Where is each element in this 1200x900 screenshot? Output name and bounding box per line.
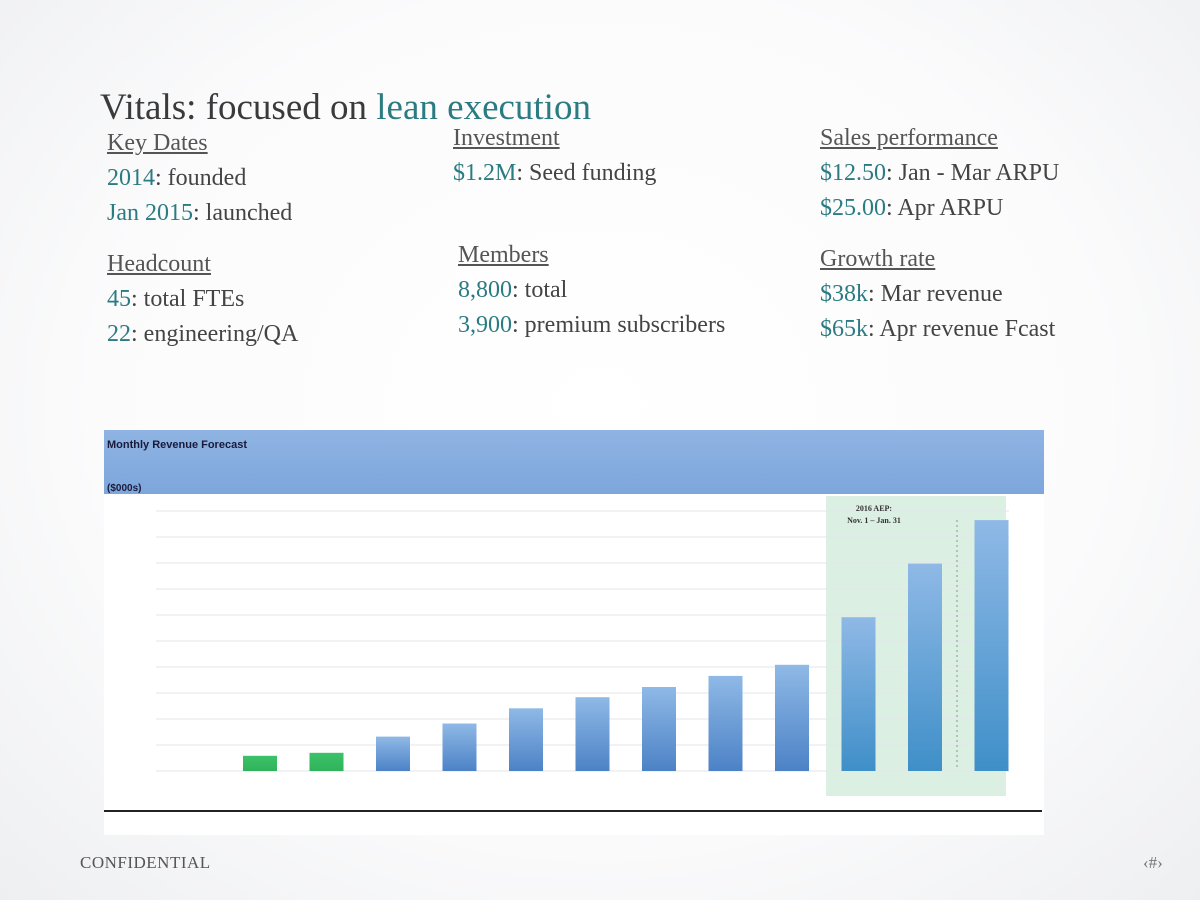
stat-line: Jan 2015: launched <box>107 196 292 231</box>
stat-label: : engineering/QA <box>131 321 299 347</box>
stat-value: 3,900 <box>458 312 512 338</box>
confidential-footer: CONFIDENTIAL <box>80 853 211 872</box>
growth-rate-heading: Growth rate <box>820 246 936 272</box>
sales-performance-heading: Sales performance <box>820 125 998 151</box>
stat-value: 2014 <box>107 165 155 191</box>
stat-label: : Apr ARPU <box>886 195 1004 221</box>
bar-10 <box>841 617 876 771</box>
stat-label: : Apr revenue Fcast <box>868 316 1056 342</box>
bar-12 <box>974 520 1009 771</box>
sales-performance-block: Sales performance $12.50: Jan - Mar ARPU… <box>820 121 1059 226</box>
bar-5 <box>509 708 543 771</box>
key-dates-heading: Key Dates <box>107 130 208 156</box>
stat-value: $1.2M <box>453 160 517 186</box>
stat-line: 22: engineering/QA <box>107 317 298 352</box>
chart-canvas: Monthly Revenue Forecast ($000s) 2016 AE… <box>104 430 1044 812</box>
headcount-block: Headcount 45: total FTEs 22: engineering… <box>107 247 298 352</box>
stat-label: : founded <box>155 165 247 191</box>
stat-label: : total <box>512 277 568 303</box>
members-heading: Members <box>458 242 549 268</box>
bar-7 <box>642 687 676 771</box>
page-number: ‹#› <box>1143 853 1163 872</box>
stat-line: $1.2M: Seed funding <box>453 156 656 191</box>
stat-label: : Mar revenue <box>868 281 1003 307</box>
title-plain: Vitals: focused on <box>100 87 377 128</box>
stat-value: 22 <box>107 321 131 347</box>
bar-4 <box>442 723 477 771</box>
stat-line: 45: total FTEs <box>107 282 298 317</box>
chart-subtitle: ($000s) <box>107 483 141 494</box>
stat-label: : premium subscribers <box>512 312 726 338</box>
stat-line: 3,900: premium subscribers <box>458 308 725 343</box>
members-block: Members 8,800: total 3,900: premium subs… <box>458 238 725 343</box>
investment-heading: Investment <box>453 125 560 151</box>
stat-value: 8,800 <box>458 277 512 303</box>
bars-group <box>243 520 1009 771</box>
stat-line: 2014: founded <box>107 161 292 196</box>
stat-line: $12.50: Jan - Mar ARPU <box>820 156 1059 191</box>
bar-11 <box>908 563 942 771</box>
stat-line: $38k: Mar revenue <box>820 277 1055 312</box>
chart-title: Monthly Revenue Forecast <box>107 439 247 451</box>
key-dates-block: Key Dates 2014: founded Jan 2015: launch… <box>107 126 292 231</box>
bar-1 <box>243 755 277 771</box>
stat-value: $25.00 <box>820 195 886 221</box>
annotation-line-1: 2016 AEP: <box>856 504 892 513</box>
bar-8 <box>708 675 743 771</box>
investment-block: Investment $1.2M: Seed funding <box>453 121 656 191</box>
stat-value: $65k <box>820 316 868 342</box>
bar-3 <box>376 736 410 771</box>
stat-value: $12.50 <box>820 160 886 186</box>
stat-label: : Seed funding <box>516 160 657 186</box>
stat-line: $25.00: Apr ARPU <box>820 191 1059 226</box>
stat-label: : launched <box>193 200 293 226</box>
stat-value: 45 <box>107 286 131 312</box>
stat-line: $65k: Apr revenue Fcast <box>820 312 1055 347</box>
revenue-chart: Monthly Revenue Forecast ($000s) 2016 AE… <box>104 430 1044 835</box>
annotation-line-2: Nov. 1 – Jan. 31 <box>847 516 901 525</box>
bar-2 <box>309 752 344 771</box>
headcount-heading: Headcount <box>107 251 211 277</box>
slide-title: Vitals: focused on lean execution <box>100 86 591 129</box>
stat-value: $38k <box>820 281 868 307</box>
bar-6 <box>575 697 610 771</box>
stat-label: : Jan - Mar ARPU <box>886 160 1060 186</box>
stat-value: Jan 2015 <box>107 200 193 226</box>
bar-9 <box>775 664 809 771</box>
chart-header-band <box>104 430 1044 494</box>
title-accent: lean execution <box>376 87 591 128</box>
growth-rate-block: Growth rate $38k: Mar revenue $65k: Apr … <box>820 242 1055 347</box>
stat-line: 8,800: total <box>458 273 725 308</box>
stat-label: : total FTEs <box>131 286 245 312</box>
